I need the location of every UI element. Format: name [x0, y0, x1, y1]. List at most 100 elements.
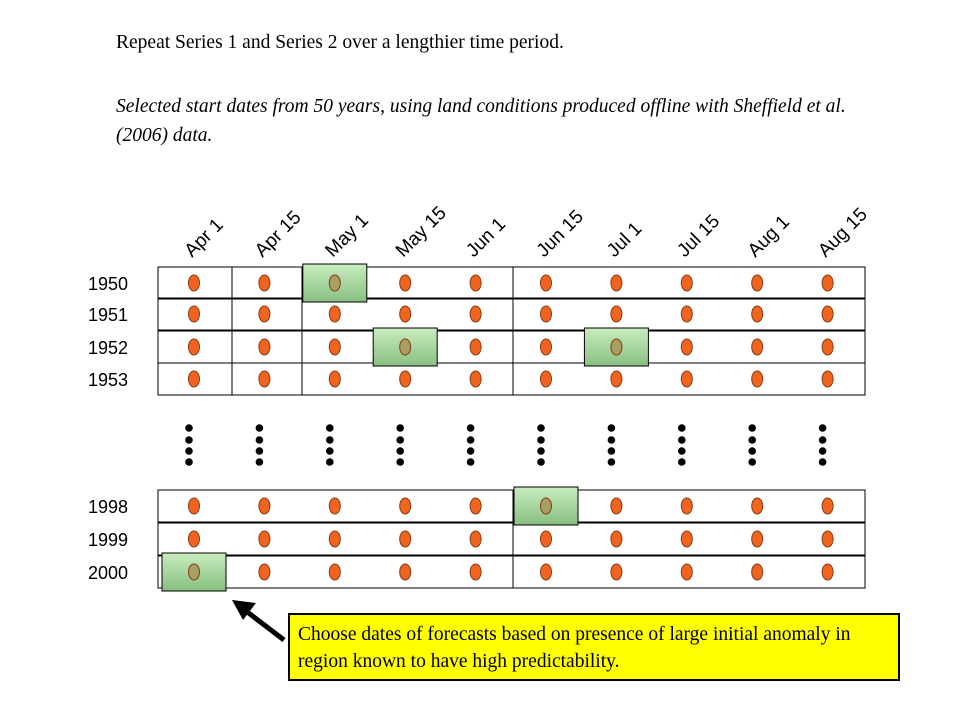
ellipsis-dot: [326, 447, 334, 455]
ellipsis-dot: [255, 447, 264, 455]
ellipsis-dot: [185, 424, 193, 432]
forecast-dot: [258, 338, 271, 356]
forecast-dot: [821, 370, 834, 388]
ellipsis-dot: [326, 424, 334, 432]
forecast-dot: [469, 274, 482, 292]
year-row-box: [157, 362, 866, 396]
ellipsis-dot: [678, 424, 686, 432]
ellipsis-dot: [748, 436, 756, 444]
year-label-1953: 1953: [88, 370, 128, 390]
ellipsis-dot: [537, 424, 545, 432]
selected-forecast-dot: [188, 563, 200, 581]
year-label-1951: 1951: [88, 305, 128, 325]
forecast-dot: [328, 338, 341, 356]
ellipsis-dot: [185, 458, 193, 466]
callout-arrow: [232, 600, 286, 642]
forecast-dot: [610, 530, 623, 548]
forecast-dot: [680, 370, 693, 388]
forecast-dot: [399, 563, 412, 581]
selected-forecast-dot: [610, 338, 623, 356]
forecast-dot: [328, 530, 341, 548]
ellipsis-dot: [255, 424, 264, 432]
selected-forecast-dot: [399, 338, 412, 356]
ellipsis-dot: [396, 424, 405, 432]
forecast-dot: [399, 305, 412, 323]
year-row-box: [157, 297, 866, 331]
year-row-box: [157, 489, 866, 523]
forecast-dot: [680, 497, 693, 515]
forecast-dot: [399, 370, 412, 388]
forecast-dot: [540, 305, 552, 323]
ellipsis-dot: [326, 436, 334, 444]
forecast-dot: [188, 530, 200, 548]
forecast-dot: [680, 338, 693, 356]
forecast-dot: [328, 305, 341, 323]
forecast-dot: [469, 497, 482, 515]
forecast-dot: [540, 274, 552, 292]
ellipsis-dot: [466, 458, 475, 466]
ellipsis-dot: [326, 458, 334, 466]
forecast-dot: [821, 305, 834, 323]
arrow-shaft: [244, 609, 286, 642]
forecast-dot: [751, 497, 764, 515]
forecast-dot: [328, 497, 341, 515]
ellipsis-dot: [678, 447, 686, 455]
ellipsis-group: [185, 424, 827, 466]
date-header-may-15: May 15: [392, 203, 451, 262]
ellipsis-dot: [255, 436, 264, 444]
forecast-dot: [188, 305, 200, 323]
forecast-dot: [821, 530, 834, 548]
ellipsis-dot: [818, 458, 827, 466]
ellipsis-dot: [537, 458, 545, 466]
date-header-aug-1: Aug 1: [744, 212, 794, 262]
ellipsis-dot: [185, 436, 193, 444]
forecast-dot: [751, 563, 764, 581]
year-row-box: [157, 555, 866, 589]
forecast-dot: [188, 497, 200, 515]
ellipsis-dot: [818, 436, 827, 444]
ellipsis-dot: [396, 436, 405, 444]
arrow-head-icon: [232, 600, 256, 620]
forecast-dot: [258, 305, 271, 323]
ellipsis-dot: [537, 447, 545, 455]
ellipsis-dot: [185, 447, 193, 455]
date-header-may-1: May 1: [321, 210, 372, 261]
forecast-dot: [399, 497, 412, 515]
forecast-dot: [188, 338, 200, 356]
ellipsis-dot: [607, 458, 616, 466]
selected-forecast-dot: [540, 497, 552, 515]
forecast-dot: [540, 563, 552, 581]
ellipsis-dot: [466, 424, 475, 432]
ellipsis-dot: [818, 447, 827, 455]
forecast-dot: [469, 338, 482, 356]
forecast-dot: [751, 305, 764, 323]
date-header-jun-15: Jun 15: [533, 206, 588, 261]
ellipsis-dot: [396, 458, 405, 466]
ellipsis-dot: [678, 436, 686, 444]
forecast-dot: [751, 530, 764, 548]
forecast-dot: [328, 563, 341, 581]
forecast-dot: [258, 274, 271, 292]
forecast-dot: [328, 370, 341, 388]
forecast-dot: [751, 370, 764, 388]
callout-box: Choose dates of forecasts based on prese…: [288, 613, 900, 681]
ellipsis-dot: [678, 458, 686, 466]
forecast-dot: [469, 370, 482, 388]
ellipsis-dot: [748, 424, 756, 432]
forecast-dot: [399, 274, 412, 292]
forecast-dot: [258, 497, 271, 515]
year-label-1952: 1952: [88, 338, 128, 358]
date-header-aug-15: Aug 15: [814, 204, 871, 261]
date-header-jul-1: Jul 1: [603, 218, 646, 261]
ellipsis-dot: [748, 447, 756, 455]
year-label-2000: 2000: [88, 563, 128, 583]
forecast-dot: [610, 305, 623, 323]
year-row-box: [157, 522, 866, 556]
forecast-dot: [610, 497, 623, 515]
forecast-dot: [680, 305, 693, 323]
ellipsis-dot: [607, 436, 616, 444]
forecast-dot: [751, 338, 764, 356]
forecast-dot: [469, 563, 482, 581]
ellipsis-dot: [607, 447, 616, 455]
